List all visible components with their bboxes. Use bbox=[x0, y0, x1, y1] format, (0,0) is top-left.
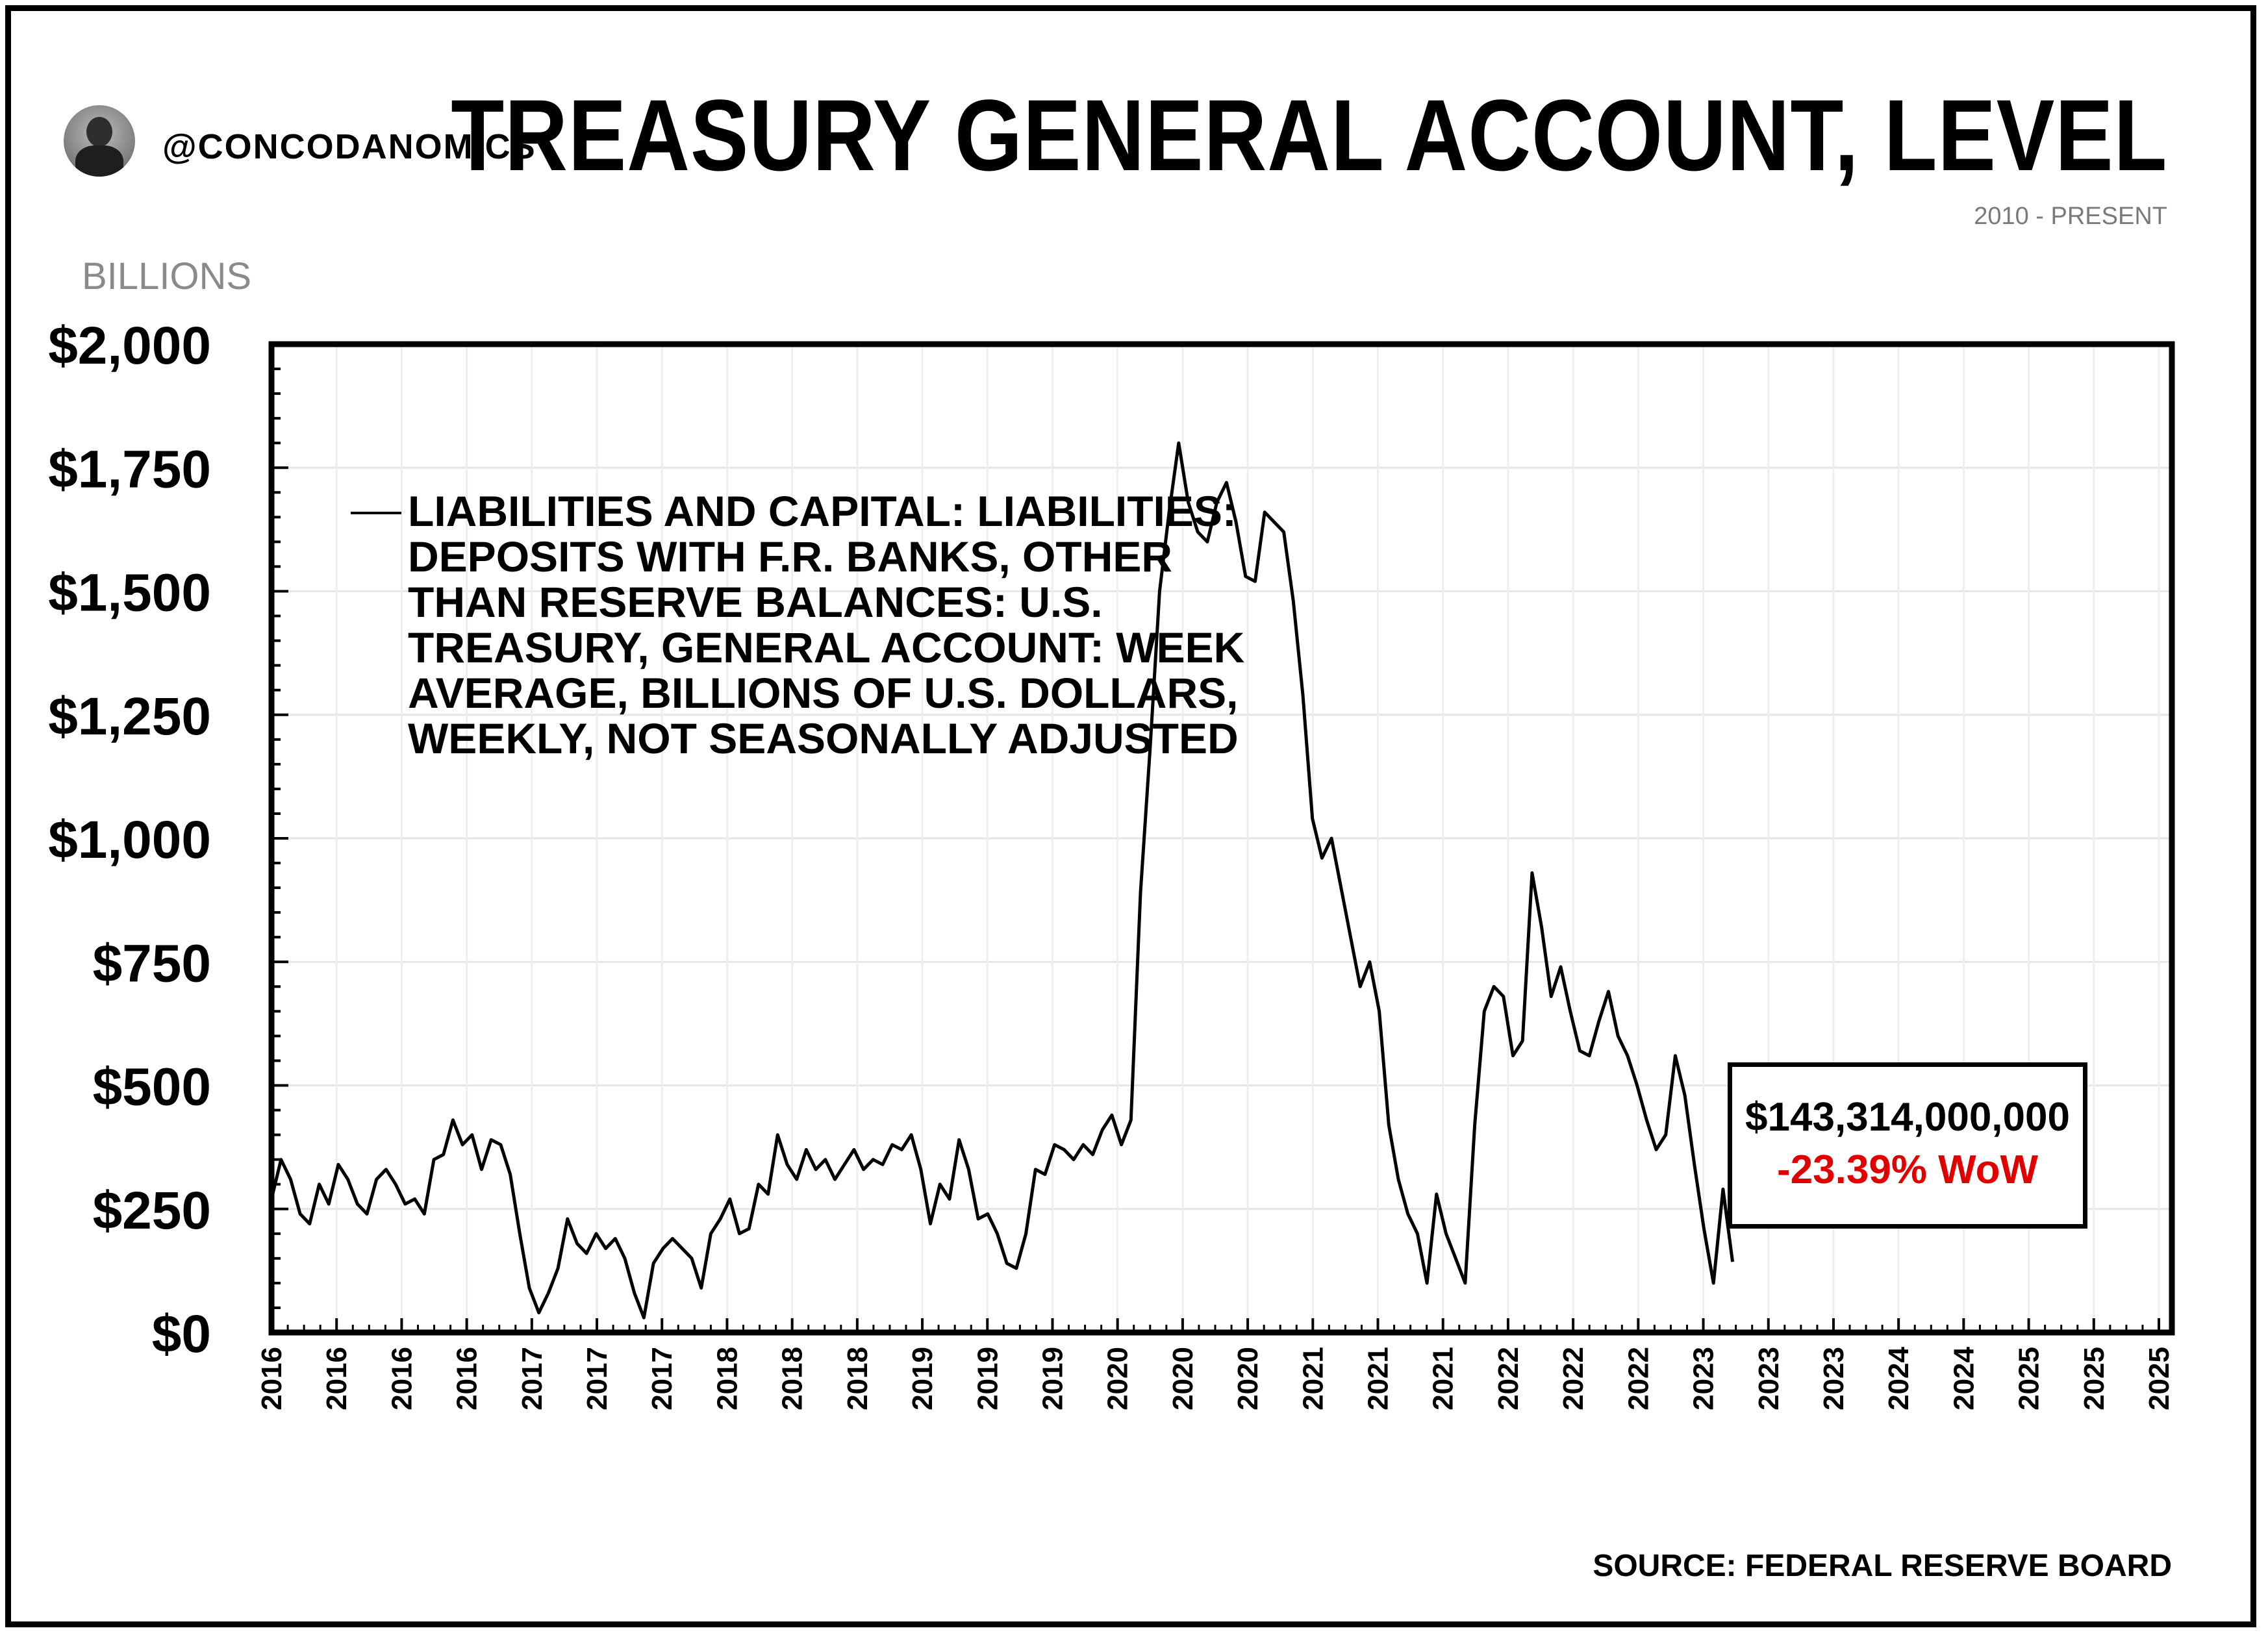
x-tick-label: 2020 bbox=[1232, 1347, 1264, 1410]
avatar bbox=[64, 105, 135, 177]
x-tick-label: 2017 bbox=[516, 1347, 548, 1410]
legend-label-line: TREASURY, GENERAL ACCOUNT: WEEK bbox=[408, 623, 1245, 671]
avatar-head bbox=[86, 117, 112, 147]
latest-value: $143,314,000,000 bbox=[1745, 1095, 2070, 1140]
x-tick-label: 2020 bbox=[1167, 1347, 1199, 1410]
y-tick-label: $250 bbox=[93, 1181, 211, 1240]
x-tick-label: 2018 bbox=[711, 1347, 743, 1410]
legend: LIABILITIES AND CAPITAL: LIABILITIES:DEP… bbox=[351, 487, 1245, 762]
x-tick-label: 2025 bbox=[2013, 1347, 2045, 1410]
chart-subtitle: 2010 - PRESENT bbox=[1974, 203, 2167, 230]
plot-border bbox=[268, 341, 2175, 1336]
source-note: SOURCE: FEDERAL RESERVE BOARD bbox=[1593, 1549, 2172, 1583]
x-tick-label: 2019 bbox=[907, 1347, 939, 1410]
x-tick-label: 2021 bbox=[1428, 1347, 1459, 1410]
x-tick-label: 2016 bbox=[256, 1347, 288, 1410]
y-tick-label: $1,500 bbox=[48, 564, 211, 623]
y-tick-label: $0 bbox=[152, 1305, 211, 1364]
x-tick-label: 2018 bbox=[777, 1347, 809, 1410]
x-tick-label: 2016 bbox=[321, 1347, 353, 1410]
x-tick-label: 2022 bbox=[1493, 1347, 1524, 1410]
x-tick-label: 2024 bbox=[1948, 1346, 1980, 1410]
chart-frame bbox=[5, 5, 2256, 1627]
legend-label-line: LIABILITIES AND CAPITAL: LIABILITIES: bbox=[408, 487, 1237, 535]
week-over-week-change: -23.39% WoW bbox=[1777, 1147, 2038, 1192]
x-tick-label: 2023 bbox=[1818, 1347, 1850, 1410]
x-tick-label: 2022 bbox=[1557, 1347, 1589, 1410]
y-tick-label: $2,000 bbox=[48, 316, 211, 375]
x-tick-label: 2024 bbox=[1883, 1346, 1915, 1410]
x-tick-label: 2021 bbox=[1297, 1347, 1329, 1410]
x-tick-label: 2019 bbox=[972, 1347, 1003, 1410]
x-tick-label: 2016 bbox=[386, 1347, 418, 1410]
y-tick-label: $1,000 bbox=[48, 810, 211, 870]
y-tick-label: $1,250 bbox=[48, 687, 211, 746]
y-tick-label: $750 bbox=[93, 934, 211, 993]
y-tick-label: $500 bbox=[93, 1058, 211, 1117]
y-axis-unit-label: BILLIONS bbox=[82, 255, 252, 297]
legend-label-line: THAN RESERVE BALANCES: U.S. bbox=[408, 578, 1103, 626]
latest-value-callout: $143,314,000,000 -23.39% WoW bbox=[1728, 1062, 2087, 1229]
legend-label-line: DEPOSITS WITH F.R. BANKS, OTHER bbox=[408, 532, 1172, 581]
x-tick-label: 2023 bbox=[1753, 1347, 1785, 1410]
x-tick-label: 2017 bbox=[646, 1347, 678, 1410]
y-tick-label: $1,750 bbox=[48, 440, 211, 499]
x-axis-tick-labels: 2016 2016 2016 2016 2017 2017 2017 2018 2018 2018… bbox=[256, 1346, 2175, 1410]
x-tick-label: 2021 bbox=[1363, 1347, 1394, 1410]
x-tick-label: 2016 bbox=[451, 1347, 483, 1410]
x-tick-label: 2025 bbox=[2143, 1347, 2175, 1410]
series-line bbox=[270, 441, 1735, 1320]
x-tick-label: 2025 bbox=[2078, 1347, 2110, 1410]
chart-title: TREASURY GENERAL ACCOUNT, LEVEL bbox=[450, 79, 2167, 192]
x-tick-label: 2023 bbox=[1688, 1347, 1720, 1410]
legend-label-line: AVERAGE, BILLIONS OF U.S. DOLLARS, bbox=[408, 669, 1239, 717]
x-tick-label: 2019 bbox=[1037, 1347, 1068, 1410]
x-tick-label: 2020 bbox=[1102, 1347, 1134, 1410]
legend-label-line: WEEKLY, NOT SEASONALLY ADJUSTED bbox=[408, 714, 1239, 762]
y-axis-tick-labels: $0 $250 $500 $750 $1,000 $1,250 $1,500 $1,750 $2… bbox=[48, 316, 211, 1364]
x-tick-label: 2018 bbox=[842, 1347, 874, 1410]
x-tick-label: 2022 bbox=[1622, 1347, 1654, 1410]
x-tick-label: 2017 bbox=[581, 1347, 613, 1410]
author-handle: @CONCODANOMICS bbox=[162, 127, 536, 166]
avatar-body bbox=[75, 145, 123, 177]
